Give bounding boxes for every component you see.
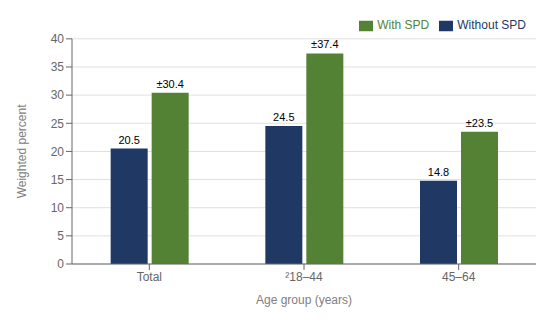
svg-text:20.5: 20.5	[118, 134, 139, 146]
html-text:Without SPD: Without SPD	[457, 18, 526, 32]
svg-text:Age group (years): Age group (years)	[256, 293, 352, 307]
svg-text:±37.4: ±37.4	[311, 38, 338, 50]
svg-text:±30.4: ±30.4	[156, 78, 183, 90]
html-text:With SPD: With SPD	[377, 18, 430, 32]
svg-text:35: 35	[51, 60, 65, 74]
svg-text:14.8: 14.8	[428, 166, 449, 178]
svg-text:²18–44: ²18–44	[285, 270, 323, 284]
svg-text:5: 5	[57, 229, 64, 243]
svg-text:30: 30	[51, 88, 65, 102]
svg-text:40: 40	[51, 32, 65, 46]
svg-text:25: 25	[51, 117, 65, 131]
svg-text:20: 20	[51, 145, 65, 159]
svg-text:24.5: 24.5	[273, 111, 294, 123]
svg-text:10: 10	[51, 201, 65, 215]
svg-text:15: 15	[51, 173, 65, 187]
svg-text:Weighted percent: Weighted percent	[15, 104, 29, 199]
svg-text:45–64: 45–64	[442, 270, 476, 284]
svg-text:0: 0	[57, 257, 64, 271]
svg-text:±23.5: ±23.5	[466, 117, 493, 129]
svg-text:Total: Total	[137, 270, 162, 284]
